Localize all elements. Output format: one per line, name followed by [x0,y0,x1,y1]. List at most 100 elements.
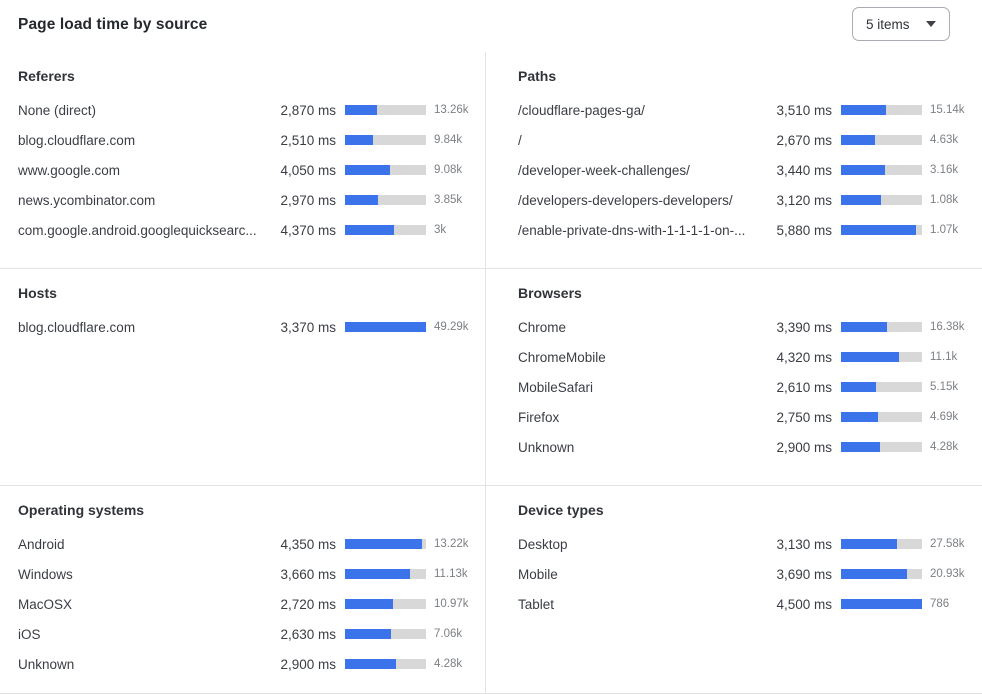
bar-track [841,135,922,145]
table-row[interactable]: news.ycombinator.com 2,970 ms 3.85k [18,185,481,215]
table-row[interactable]: Firefox 2,750 ms 4.69k [518,402,977,432]
table-row[interactable]: Desktop 3,130 ms 27.58k [518,529,977,559]
ms-value: 3,690 ms [776,566,832,582]
row-label: Unknown [18,656,75,672]
ms-value: 2,970 ms [280,192,336,208]
bar-fill [841,352,900,362]
table-row[interactable]: / 2,670 ms 4.63k [518,125,977,155]
table-row[interactable]: iOS 2,630 ms 7.06k [18,619,481,649]
bar-fill [345,105,377,115]
items-count-value: 5 items [866,16,910,32]
ms-value: 2,670 ms [776,132,832,148]
bar-fill [345,569,410,579]
bar-fill [841,539,898,549]
bar-fill [345,539,422,549]
ms-value: 3,390 ms [776,319,832,335]
panel-title-referers: Referers [18,68,75,84]
bar-track [841,569,922,579]
ms-value: 2,610 ms [776,379,832,395]
bar-fill [345,629,392,639]
panel-hosts: Hosts blog.cloudflare.com 3,370 ms 49.29… [0,269,486,485]
table-row[interactable]: /developer-week-challenges/ 3,440 ms 3.1… [518,155,977,185]
ms-value: 2,750 ms [776,409,832,425]
ms-value: 2,900 ms [280,656,336,672]
bar-track [841,412,922,422]
bar-track [841,599,922,609]
ms-value: 3,120 ms [776,192,832,208]
bar-fill [345,135,373,145]
table-row[interactable]: Chrome 3,390 ms 16.38k [518,312,977,342]
table-row[interactable]: Tablet 4,500 ms 786 [518,589,977,619]
bar-fill [841,322,887,332]
table-row[interactable]: www.google.com 4,050 ms 9.08k [18,155,481,185]
row-label: iOS [18,626,41,642]
row-label: / [518,132,522,148]
bar-fill [841,412,878,422]
section-row-2: Hosts blog.cloudflare.com 3,370 ms 49.29… [0,268,982,485]
row-label: Unknown [518,439,575,455]
bar-track [345,659,426,669]
row-label: /enable-private-dns-with-1-1-1-1-on-... [518,222,746,238]
bar-fill [841,442,880,452]
chevron-down-icon [926,21,936,27]
ms-value: 4,370 ms [280,222,336,238]
row-label: ChromeMobile [518,349,606,365]
bar-fill [345,225,394,235]
bar-fill [345,195,379,205]
bar-track [345,569,426,579]
count-value: 4.63k [930,134,959,146]
items-count-select[interactable]: 5 items [852,7,950,41]
count-value: 3.85k [434,194,463,206]
table-row[interactable]: Unknown 2,900 ms 4.28k [518,432,977,462]
row-label: Chrome [518,319,567,335]
table-row[interactable]: Mobile 3,690 ms 20.93k [518,559,977,589]
bar-track [345,599,426,609]
row-label: news.ycombinator.com [18,192,156,208]
count-value: 3.16k [930,164,959,176]
table-row[interactable]: MobileSafari 2,610 ms 5.15k [518,372,977,402]
count-value: 13.26k [434,104,469,116]
table-row[interactable]: /cloudflare-pages-ga/ 3,510 ms 15.14k [518,95,977,125]
table-row[interactable]: /enable-private-dns-with-1-1-1-1-on-... … [518,215,977,245]
count-value: 11.13k [434,568,468,580]
bar-track [841,442,922,452]
bar-track [841,165,922,175]
table-row[interactable]: Windows 3,660 ms 11.13k [18,559,481,589]
row-label: com.google.android.googlequicksearc... [18,222,256,238]
row-label: Desktop [518,536,568,552]
ms-value: 3,370 ms [280,319,336,335]
count-value: 1.07k [930,224,959,236]
panel-browsers: Browsers Chrome 3,390 ms 16.38k ChromeMo… [486,269,982,485]
row-label: blog.cloudflare.com [18,132,136,148]
bar-fill [841,225,916,235]
bar-track [345,105,426,115]
table-row[interactable]: None (direct) 2,870 ms 13.26k [18,95,481,125]
panel-title-paths: Paths [518,68,557,84]
table-row[interactable]: /developers-developers-developers/ 3,120… [518,185,977,215]
table-row[interactable]: blog.cloudflare.com 3,370 ms 49.29k [18,312,481,342]
row-label: None (direct) [18,102,97,118]
bar-fill [345,322,426,332]
table-row[interactable]: Android 4,350 ms 13.22k [18,529,481,559]
table-row[interactable]: blog.cloudflare.com 2,510 ms 9.84k [18,125,481,155]
row-label: /cloudflare-pages-ga/ [518,102,645,118]
count-value: 5.15k [930,381,959,393]
bar-track [345,135,426,145]
count-value: 9.84k [434,134,463,146]
count-value: 15.14k [930,104,965,116]
bar-fill [345,165,391,175]
table-row[interactable]: ChromeMobile 4,320 ms 11.1k [518,342,977,372]
bar-track [345,225,426,235]
panel-title-operating-systems: Operating systems [18,502,145,518]
count-value: 16.38k [930,321,965,333]
bar-fill [345,659,397,669]
ms-value: 2,510 ms [280,132,336,148]
table-row[interactable]: MacOSX 2,720 ms 10.97k [18,589,481,619]
table-row[interactable]: com.google.android.googlequicksearc... 4… [18,215,481,245]
ms-value: 3,660 ms [280,566,336,582]
ms-value: 3,510 ms [776,102,832,118]
ms-value: 2,900 ms [776,439,832,455]
table-row[interactable]: Unknown 2,900 ms 4.28k [18,649,481,679]
panel-paths: Paths /cloudflare-pages-ga/ 3,510 ms 15.… [486,52,982,268]
page-title: Page load time by source [18,16,208,33]
